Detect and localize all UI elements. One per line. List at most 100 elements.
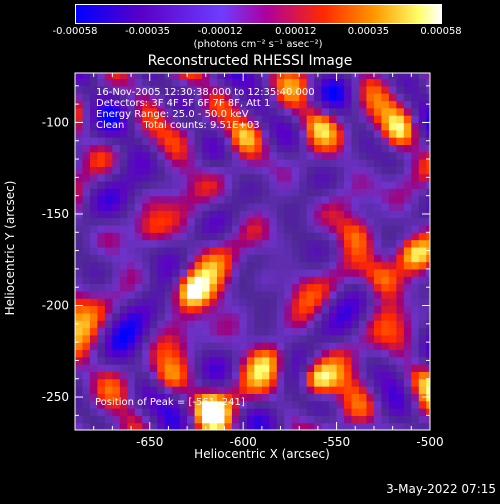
heatmap-cell: [194, 166, 203, 175]
heatmap-cell: [104, 290, 113, 299]
heatmap-cell: [97, 122, 106, 131]
heatmap-cell: [142, 100, 151, 109]
heatmap-cell: [373, 298, 383, 307]
heatmap-cell: [254, 312, 263, 321]
heatmap-cell: [254, 283, 263, 292]
heatmap-cell: [112, 115, 121, 124]
heatmap-cell: [314, 261, 323, 270]
heatmap-cell: [157, 93, 166, 102]
heatmap-cell: [194, 298, 203, 307]
heatmap-cell: [239, 246, 248, 255]
heatmap-cell: [321, 312, 330, 321]
heatmap-cell: [314, 188, 323, 197]
heatmap-cell: [344, 210, 353, 219]
heatmap-cell: [306, 261, 315, 270]
heatmap-cell: [418, 144, 427, 153]
heatmap-cell: [261, 298, 270, 307]
heatmap-cell: [202, 312, 211, 321]
heatmap-cell: [164, 393, 173, 402]
heatmap-cell: [142, 400, 151, 409]
heatmap-cell: [359, 305, 368, 314]
heatmap-cell: [329, 320, 338, 329]
heatmap-cell: [164, 93, 173, 102]
heatmap-cell: [366, 356, 375, 365]
heatmap-cell: [97, 195, 106, 204]
heatmap-cell: [217, 268, 226, 277]
heatmap-cell: [104, 239, 113, 248]
heatmap-cell: [388, 415, 397, 424]
heatmap-cell: [157, 312, 166, 321]
heatmap-cell: [75, 166, 84, 175]
heatmap-cell: [344, 129, 353, 138]
heatmap-cell: [75, 93, 84, 102]
heatmap-cell: [359, 298, 368, 307]
heatmap-cell: [119, 129, 128, 138]
heatmap-cell: [179, 312, 188, 321]
heatmap-cell: [134, 305, 143, 314]
heatmap-cell: [344, 342, 353, 351]
heatmap-cell: [411, 144, 420, 153]
heatmap-cell: [396, 239, 405, 248]
heatmap-cell: [329, 173, 338, 182]
heatmap-cell: [426, 298, 430, 307]
heatmap-cell: [284, 181, 293, 189]
heatmap-cell: [336, 254, 345, 263]
heatmap-cell: [224, 268, 233, 277]
heatmap-cell: [82, 378, 91, 387]
heatmap-cell: [75, 386, 84, 394]
heatmap-cell: [403, 73, 412, 80]
heatmap-cell: [411, 85, 420, 94]
heatmap-cell: [217, 364, 226, 373]
heatmap-cell: [359, 144, 368, 153]
heatmap-cell: [112, 371, 121, 380]
heatmap-cell: [179, 144, 188, 153]
heatmap-cell: [261, 415, 270, 424]
heatmap-cell: [89, 283, 99, 292]
heatmap-cell: [269, 422, 278, 430]
heatmap-cell: [314, 144, 323, 153]
heatmap-cell: [89, 217, 99, 226]
heatmap-cell: [284, 173, 293, 182]
heatmap-cell: [172, 364, 181, 373]
heatmap-cell: [179, 320, 188, 329]
heatmap-cell: [381, 290, 390, 299]
heatmap-cell: [217, 100, 226, 109]
heatmap-cell: [179, 122, 188, 131]
heatmap-cell: [284, 342, 293, 351]
heatmap-cell: [359, 312, 368, 321]
heatmap-cell: [112, 224, 121, 233]
heatmap-cell: [284, 107, 293, 116]
heatmap-cell: [373, 224, 383, 233]
heatmap-cell: [426, 202, 430, 211]
heatmap-cell: [344, 181, 353, 189]
heatmap-cell: [104, 144, 113, 153]
heatmap-cell: [239, 195, 248, 204]
heatmap-cell: [112, 159, 121, 167]
heatmap-cell: [82, 246, 91, 255]
heatmap-cell: [239, 239, 248, 248]
heatmap-cell: [119, 181, 128, 189]
heatmap-cell: [381, 312, 390, 321]
heatmap-cell: [373, 107, 383, 116]
heatmap-cell: [134, 320, 143, 329]
heatmap-cell: [329, 100, 338, 109]
heatmap-cell: [381, 334, 390, 343]
heatmap-cell: [179, 232, 188, 241]
heatmap-cell: [336, 305, 345, 314]
heatmap-cell: [276, 202, 285, 211]
heatmap-cell: [187, 422, 196, 430]
heatmap-cell: [284, 246, 293, 255]
heatmap-cell: [224, 202, 233, 211]
heatmap-cell: [224, 246, 233, 255]
heatmap-cell: [388, 195, 397, 204]
heatmap-cell: [119, 408, 128, 416]
heatmap-cell: [284, 254, 293, 263]
heatmap-cell: [172, 261, 181, 270]
heatmap-cell: [306, 408, 315, 416]
heatmap-cell: [284, 261, 293, 270]
heatmap-cell: [231, 283, 241, 292]
heatmap-cell: [299, 181, 308, 189]
heatmap-cell: [269, 202, 278, 211]
heatmap-cell: [134, 210, 143, 219]
heatmap-cell: [246, 151, 255, 160]
